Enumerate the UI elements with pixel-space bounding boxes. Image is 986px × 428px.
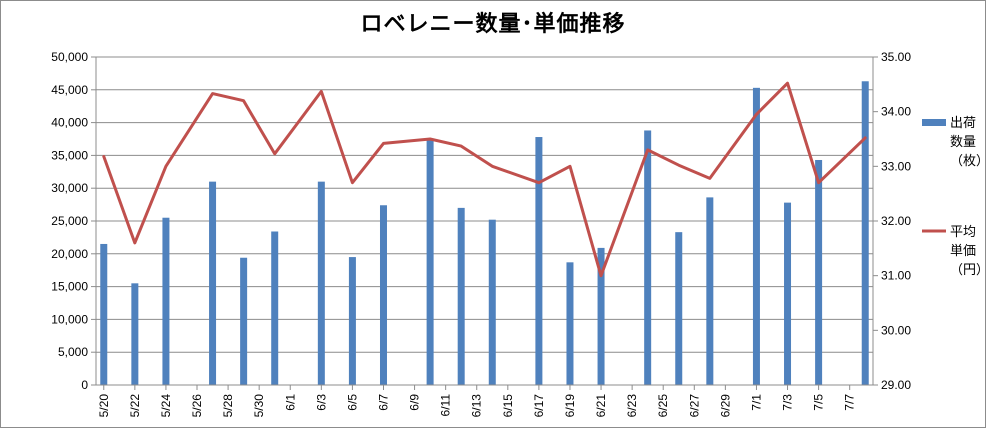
line-series [102, 81, 867, 278]
bar [348, 257, 356, 385]
legend-label-bar: 出荷 [950, 116, 976, 131]
bar [784, 202, 792, 385]
legend-swatch-bar [922, 119, 946, 126]
x-tick-label: 5/28 [221, 394, 235, 418]
y-left-tick-label: 0 [81, 378, 88, 392]
x-tick-label: 7/5 [812, 394, 826, 411]
y-left-tick-label: 40,000 [51, 116, 88, 130]
y-right-tick-label: 35.00 [881, 50, 911, 64]
bar [379, 205, 387, 385]
y-left-tick-label: 30,000 [51, 181, 88, 195]
legend-label-line: 平均 [950, 225, 976, 240]
x-tick-label: 6/11 [439, 394, 453, 417]
bar [566, 262, 574, 385]
x-tick-label: 6/25 [656, 394, 670, 418]
y-left-tick-label: 10,000 [51, 312, 88, 326]
bar [644, 130, 652, 385]
y-right-tick-label: 32.00 [881, 214, 911, 228]
y-right-tick-label: 30.00 [881, 323, 911, 337]
bar [457, 207, 465, 385]
y-left-tick-label: 50,000 [51, 50, 88, 64]
bar [100, 243, 108, 385]
x-tick-label: 7/1 [749, 394, 763, 411]
x-tick-label: 6/3 [314, 394, 328, 411]
y-left-tick-label: 15,000 [51, 280, 88, 294]
x-tick-label: 5/24 [159, 394, 173, 418]
x-tick-label: 5/22 [128, 394, 142, 418]
x-tick-label: 5/26 [190, 394, 204, 418]
y-left-tick-label: 5,000 [58, 345, 88, 359]
x-tick-label: 6/15 [501, 394, 515, 418]
bar [535, 137, 543, 385]
x-tick-label: 5/20 [97, 394, 111, 418]
x-tick-label: 6/7 [376, 394, 390, 411]
y-right-tick-label: 33.00 [881, 159, 911, 173]
y-right-tick-label: 34.00 [881, 105, 911, 119]
x-tick-label: 7/3 [781, 394, 795, 411]
bar [209, 181, 217, 385]
x-tick-label: 6/5 [345, 394, 359, 411]
x-tick-label: 6/17 [532, 394, 546, 418]
y-left-tick-label: 25,000 [51, 214, 88, 228]
y-right-tick-label: 31.00 [881, 269, 911, 283]
bar [488, 219, 496, 385]
bar [597, 247, 605, 385]
x-tick-label: 6/1 [283, 394, 297, 411]
y-right-tick-label: 29.00 [881, 378, 911, 392]
x-tick-label: 6/19 [563, 394, 577, 418]
axes: 0 5,000 10,000 15,000 20,000 25,000 30,000 35,0… [51, 50, 911, 417]
bar [861, 81, 869, 385]
price-line [102, 81, 867, 278]
bar [317, 181, 325, 385]
bar-series [100, 81, 869, 385]
bar [706, 197, 714, 385]
bar [752, 87, 760, 385]
x-tick-label: 6/27 [687, 394, 701, 418]
bar [815, 159, 823, 385]
x-tick-label: 6/9 [408, 394, 422, 411]
bar [131, 283, 139, 385]
x-tick-label: 6/13 [470, 394, 484, 418]
x-tick-label: 6/23 [625, 394, 639, 418]
legend-label-line: 単価 [950, 243, 976, 259]
gridlines [96, 56, 873, 353]
y-left-tick-label: 45,000 [51, 83, 88, 97]
y-left-tick-label: 35,000 [51, 148, 88, 162]
x-tick-label: 6/29 [718, 394, 732, 418]
x-tick-label: 5/30 [252, 394, 266, 418]
legend-label-bar: 数量 [950, 135, 976, 150]
legend-label-bar: （枚） [950, 154, 986, 169]
chart-title: ロベレニー数量･単価推移 [360, 12, 626, 37]
x-tick-label: 7/7 [843, 394, 857, 411]
bar [426, 139, 434, 385]
legend-label-line: （円） [950, 263, 986, 278]
y-left-tick-label: 20,000 [51, 247, 88, 261]
bar [271, 231, 279, 385]
bar [162, 217, 170, 385]
bar [675, 232, 683, 385]
x-tick-label: 6/21 [594, 394, 608, 418]
bar [240, 257, 248, 385]
